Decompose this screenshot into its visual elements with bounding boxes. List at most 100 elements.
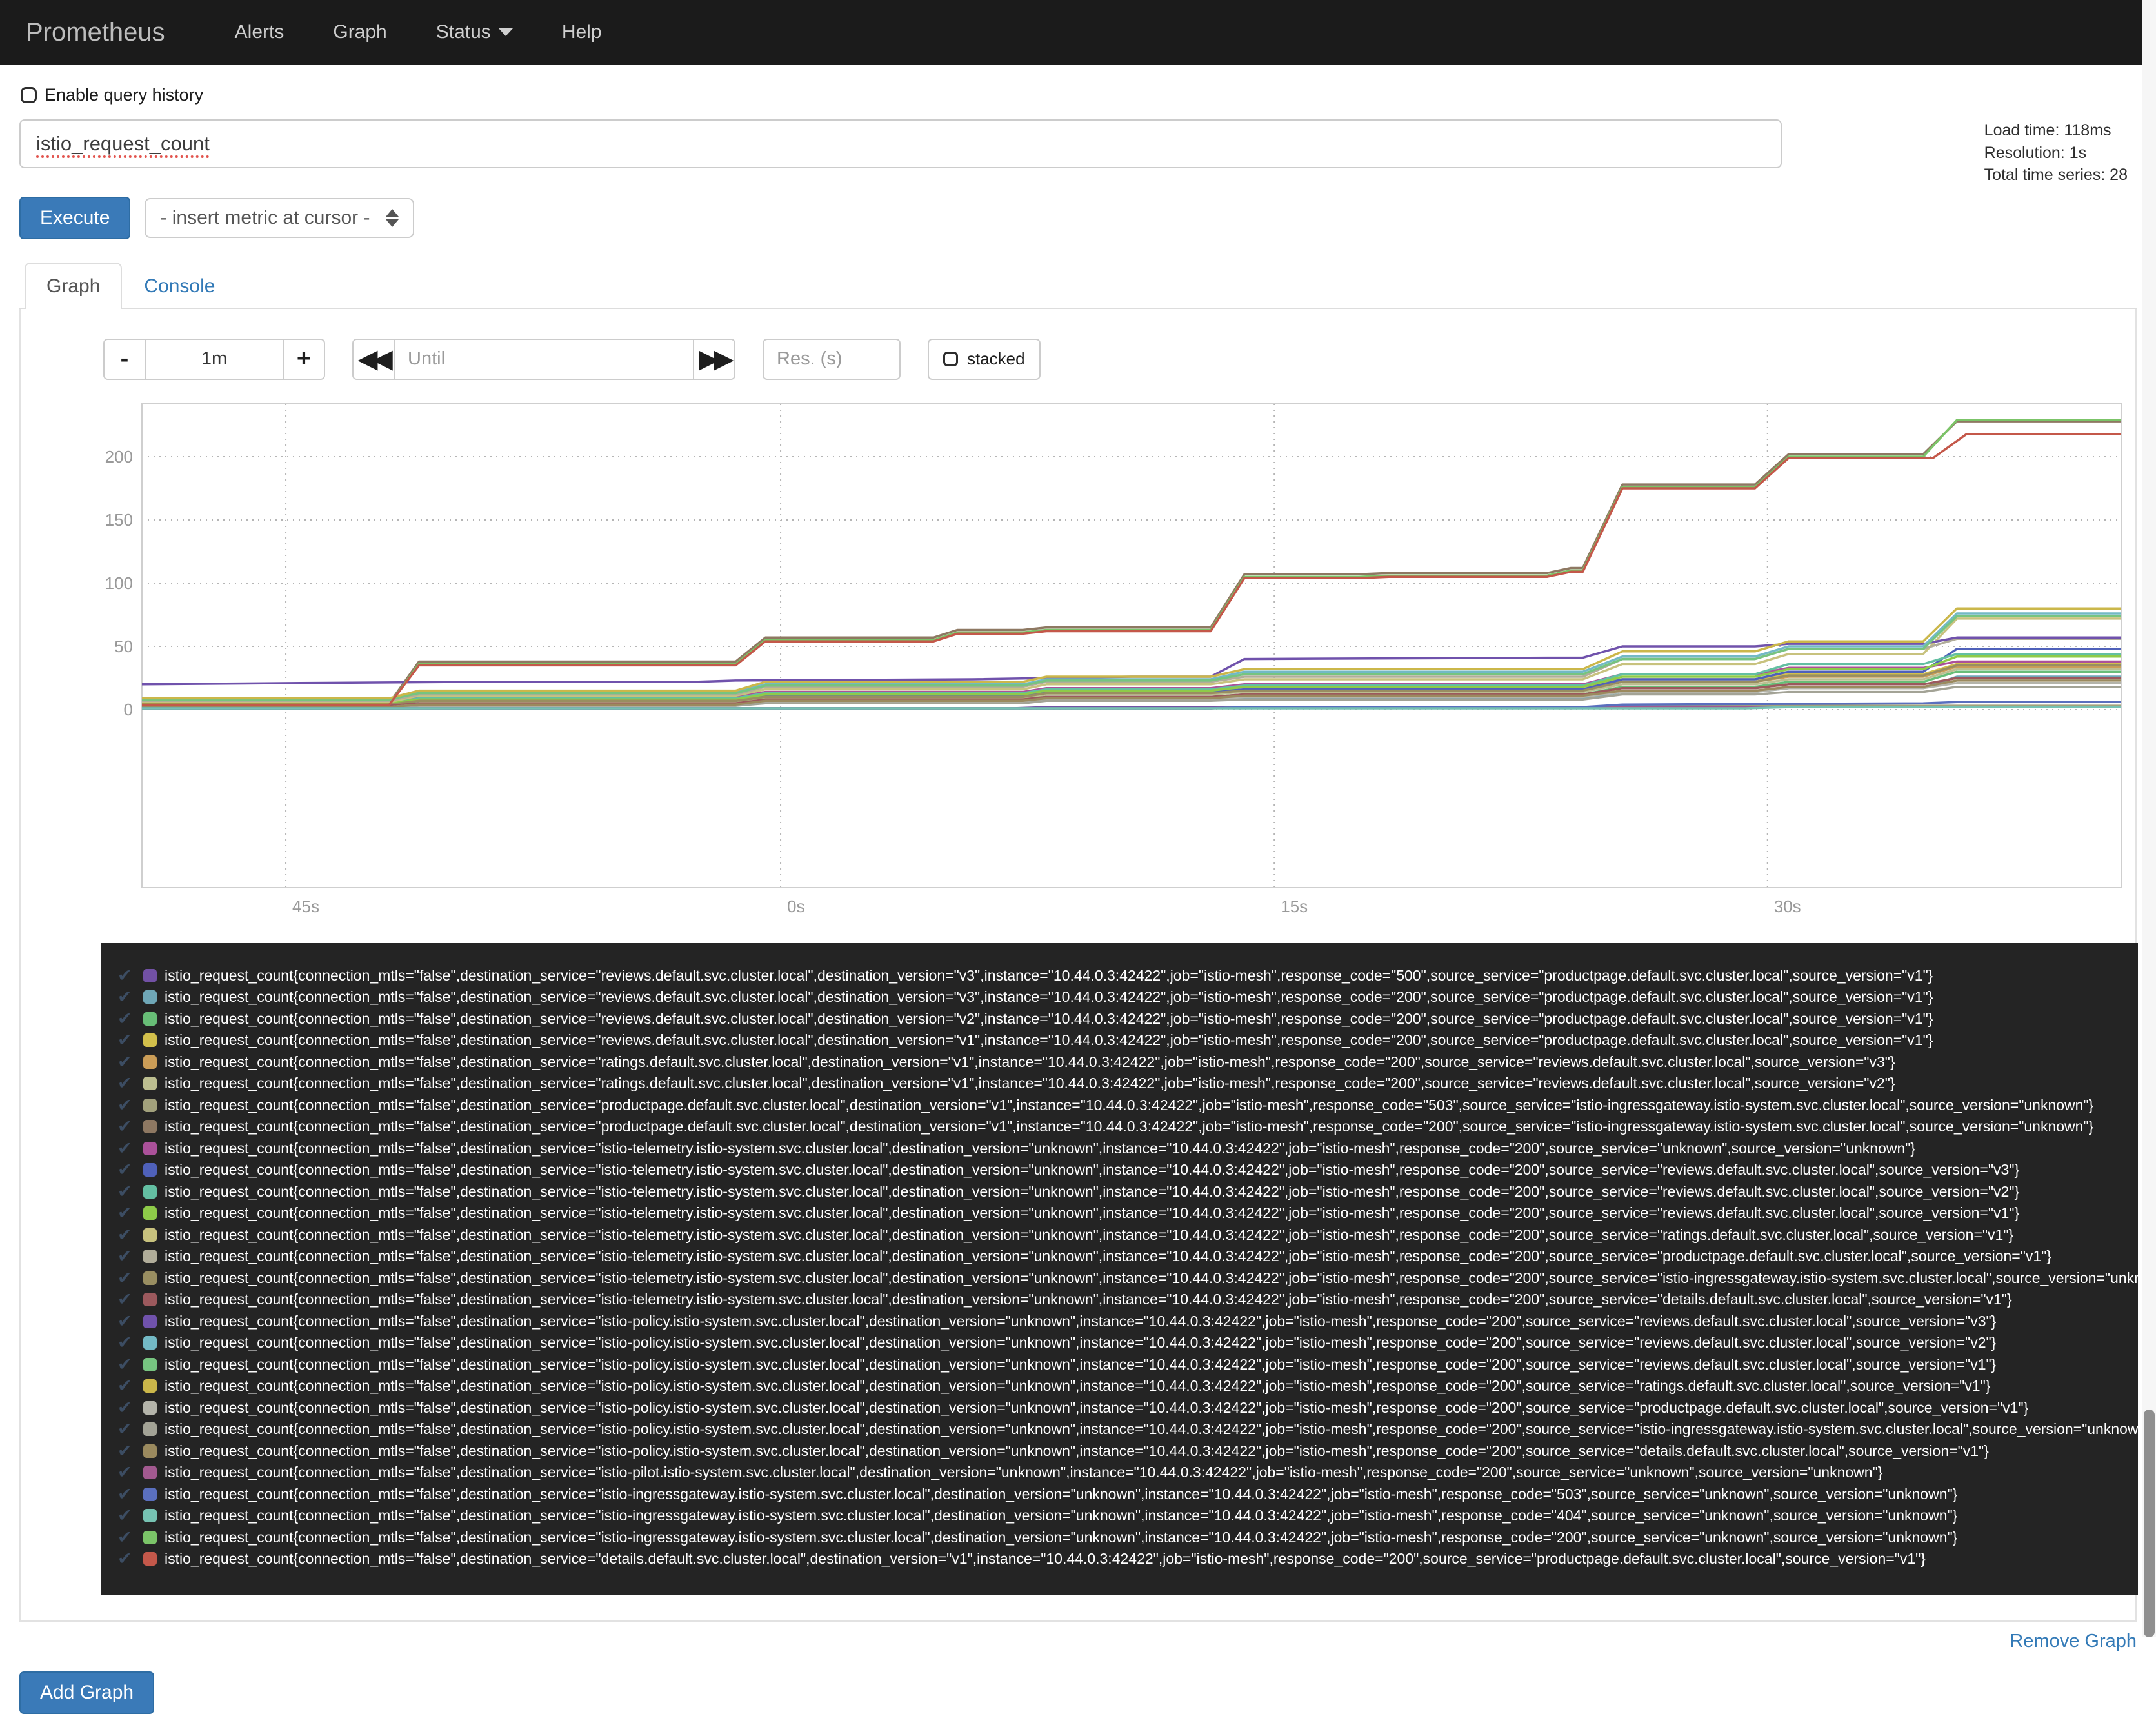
legend-item[interactable]: ✔ istio_request_count{connection_mtls="fa… (117, 1548, 2138, 1570)
series-label: istio_request_count{connection_mtls="fal… (165, 966, 1933, 984)
until-input[interactable] (395, 339, 693, 379)
nav-item-status-label: Status (435, 21, 491, 43)
series-visible-check-icon: ✔ (117, 1333, 132, 1353)
series-label: istio_request_count{connection_mtls="fal… (165, 1075, 1895, 1092)
range-decrease-button[interactable]: - (105, 339, 146, 379)
legend-item[interactable]: ✔ istio_request_count{connection_mtls="fa… (117, 1462, 2138, 1484)
legend-item[interactable]: ✔ istio_request_count{connection_mtls="fa… (117, 1224, 2138, 1246)
legend-item[interactable]: ✔ istio_request_count{connection_mtls="fa… (117, 1397, 2138, 1419)
series-visible-check-icon: ✔ (117, 1397, 132, 1417)
forward-icon[interactable]: ▶▶ (693, 339, 734, 379)
series-color-swatch (143, 1206, 157, 1221)
svg-text:150: 150 (105, 510, 133, 530)
enable-query-history-label: Enable query history (45, 85, 204, 105)
series-color-swatch (143, 1552, 157, 1566)
legend-item[interactable]: ✔ istio_request_count{connection_mtls="fa… (117, 1138, 2138, 1160)
series-visible-check-icon: ✔ (117, 1290, 132, 1310)
legend-item[interactable]: ✔ istio_request_count{connection_mtls="fa… (117, 1354, 2138, 1376)
series-color-swatch (143, 1422, 157, 1437)
legend-item[interactable]: ✔ istio_request_count{connection_mtls="fa… (117, 1527, 2138, 1549)
chevron-down-icon (498, 28, 513, 36)
chart-legend: ✔ istio_request_count{connection_mtls="fa… (101, 942, 2138, 1595)
legend-item[interactable]: ✔ istio_request_count{connection_mtls="fa… (117, 1375, 2138, 1397)
svg-text:50: 50 (114, 637, 133, 656)
graph-panel: - + ◀◀ ▶▶ stacked 0 50 100 150 200 45s 0s 15s 30… (19, 308, 2138, 1622)
svg-text:0: 0 (124, 700, 133, 719)
remove-graph-link[interactable]: Remove Graph (2010, 1630, 2137, 1651)
series-color-swatch (143, 1055, 157, 1069)
series-label: istio_request_count{connection_mtls="fal… (165, 1464, 1883, 1481)
brand-prometheus[interactable]: Prometheus (26, 17, 165, 46)
series-label: istio_request_count{connection_mtls="fal… (165, 1226, 2014, 1243)
insert-metric-select[interactable]: - insert metric at cursor - (145, 197, 415, 238)
page-scrollbar[interactable] (2142, 0, 2156, 1637)
tab-graph[interactable]: Graph (25, 262, 123, 309)
legend-item[interactable]: ✔ istio_request_count{connection_mtls="fa… (117, 1505, 2138, 1527)
query-history-row: Enable query history (21, 85, 2137, 105)
series-color-swatch (143, 1336, 157, 1350)
series-color-swatch (143, 990, 157, 1004)
series-visible-check-icon: ✔ (117, 1246, 132, 1266)
line-chart[interactable]: 0 50 100 150 200 45s 0s 15s 30s (103, 401, 2126, 923)
series-color-swatch (143, 1400, 157, 1415)
series-color-swatch (143, 1033, 157, 1048)
legend-item[interactable]: ✔ istio_request_count{connection_mtls="fa… (117, 1311, 2138, 1333)
legend-item[interactable]: ✔ istio_request_count{connection_mtls="fa… (117, 1268, 2138, 1290)
series-visible-check-icon: ✔ (117, 1311, 132, 1331)
series-label: istio_request_count{connection_mtls="fal… (165, 1139, 1916, 1157)
legend-item[interactable]: ✔ istio_request_count{connection_mtls="fa… (117, 1116, 2138, 1138)
legend-item[interactable]: ✔ istio_request_count{connection_mtls="fa… (117, 1484, 2138, 1506)
range-input[interactable] (146, 339, 283, 379)
series-label: istio_request_count{connection_mtls="fal… (165, 988, 1933, 1006)
svg-text:100: 100 (105, 573, 133, 593)
legend-item[interactable]: ✔ istio_request_count{connection_mtls="fa… (117, 1030, 2138, 1051)
range-increase-button[interactable]: + (283, 339, 324, 379)
legend-item[interactable]: ✔ istio_request_count{connection_mtls="fa… (117, 1073, 2138, 1095)
series-visible-check-icon: ✔ (117, 1138, 132, 1158)
query-row: istio_request_count Load time: 118ms Res… (19, 119, 2137, 186)
execute-button[interactable]: Execute (19, 196, 131, 239)
query-expression-input[interactable]: istio_request_count (19, 119, 1782, 168)
insert-metric-select-value: - insert metric at cursor - (160, 206, 370, 228)
tab-console[interactable]: Console (144, 275, 215, 297)
legend-item[interactable]: ✔ istio_request_count{connection_mtls="fa… (117, 1332, 2138, 1354)
stacked-control: stacked (928, 338, 1041, 380)
legend-item[interactable]: ✔ istio_request_count{connection_mtls="fa… (117, 1289, 2138, 1311)
legend-item[interactable]: ✔ istio_request_count{connection_mtls="fa… (117, 1181, 2138, 1203)
legend-item[interactable]: ✔ istio_request_count{connection_mtls="fa… (117, 965, 2138, 987)
svg-text:30s: 30s (1774, 897, 1801, 916)
series-color-swatch (143, 1357, 157, 1371)
legend-item[interactable]: ✔ istio_request_count{connection_mtls="fa… (117, 986, 2138, 1008)
nav-item-status[interactable]: Status (436, 21, 513, 43)
legend-item[interactable]: ✔ istio_request_count{connection_mtls="fa… (117, 1246, 2138, 1268)
stacked-checkbox[interactable] (943, 352, 958, 366)
legend-item[interactable]: ✔ istio_request_count{connection_mtls="fa… (117, 1440, 2138, 1462)
legend-item[interactable]: ✔ istio_request_count{connection_mtls="fa… (117, 1202, 2138, 1224)
legend-item[interactable]: ✔ istio_request_count{connection_mtls="fa… (117, 1008, 2138, 1030)
query-expression-text: istio_request_count (36, 132, 210, 155)
add-graph-button[interactable]: Add Graph (19, 1671, 155, 1714)
enable-query-history-checkbox[interactable] (21, 87, 37, 103)
legend-item[interactable]: ✔ istio_request_count{connection_mtls="fa… (117, 1051, 2138, 1073)
legend-item[interactable]: ✔ istio_request_count{connection_mtls="fa… (117, 1095, 2138, 1117)
series-visible-check-icon: ✔ (117, 1008, 132, 1028)
graph-controls: - + ◀◀ ▶▶ stacked (103, 338, 2135, 380)
nav-item-alerts[interactable]: Alerts (234, 21, 284, 43)
rewind-icon[interactable]: ◀◀ (354, 339, 395, 379)
stacked-label: stacked (967, 349, 1025, 368)
series-label: istio_request_count{connection_mtls="fal… (165, 1269, 2138, 1286)
svg-text:0s: 0s (787, 897, 804, 916)
series-color-swatch (143, 1271, 157, 1285)
range-input-group: - + (103, 338, 325, 380)
nav-item-graph[interactable]: Graph (333, 21, 387, 43)
series-label: istio_request_count{connection_mtls="fal… (165, 1182, 2020, 1200)
series-visible-check-icon: ✔ (117, 1484, 132, 1504)
series-label: istio_request_count{connection_mtls="fal… (165, 1118, 2094, 1135)
legend-item[interactable]: ✔ istio_request_count{connection_mtls="fa… (117, 1419, 2138, 1440)
graph-console-tabs: Graph Console (19, 261, 2137, 309)
series-label: istio_request_count{connection_mtls="fal… (165, 1550, 1926, 1568)
resolution-input[interactable] (763, 338, 901, 380)
legend-item[interactable]: ✔ istio_request_count{connection_mtls="fa… (117, 1159, 2138, 1181)
nav-item-help[interactable]: Help (561, 21, 602, 43)
scrollbar-thumb[interactable] (2144, 1410, 2155, 1637)
